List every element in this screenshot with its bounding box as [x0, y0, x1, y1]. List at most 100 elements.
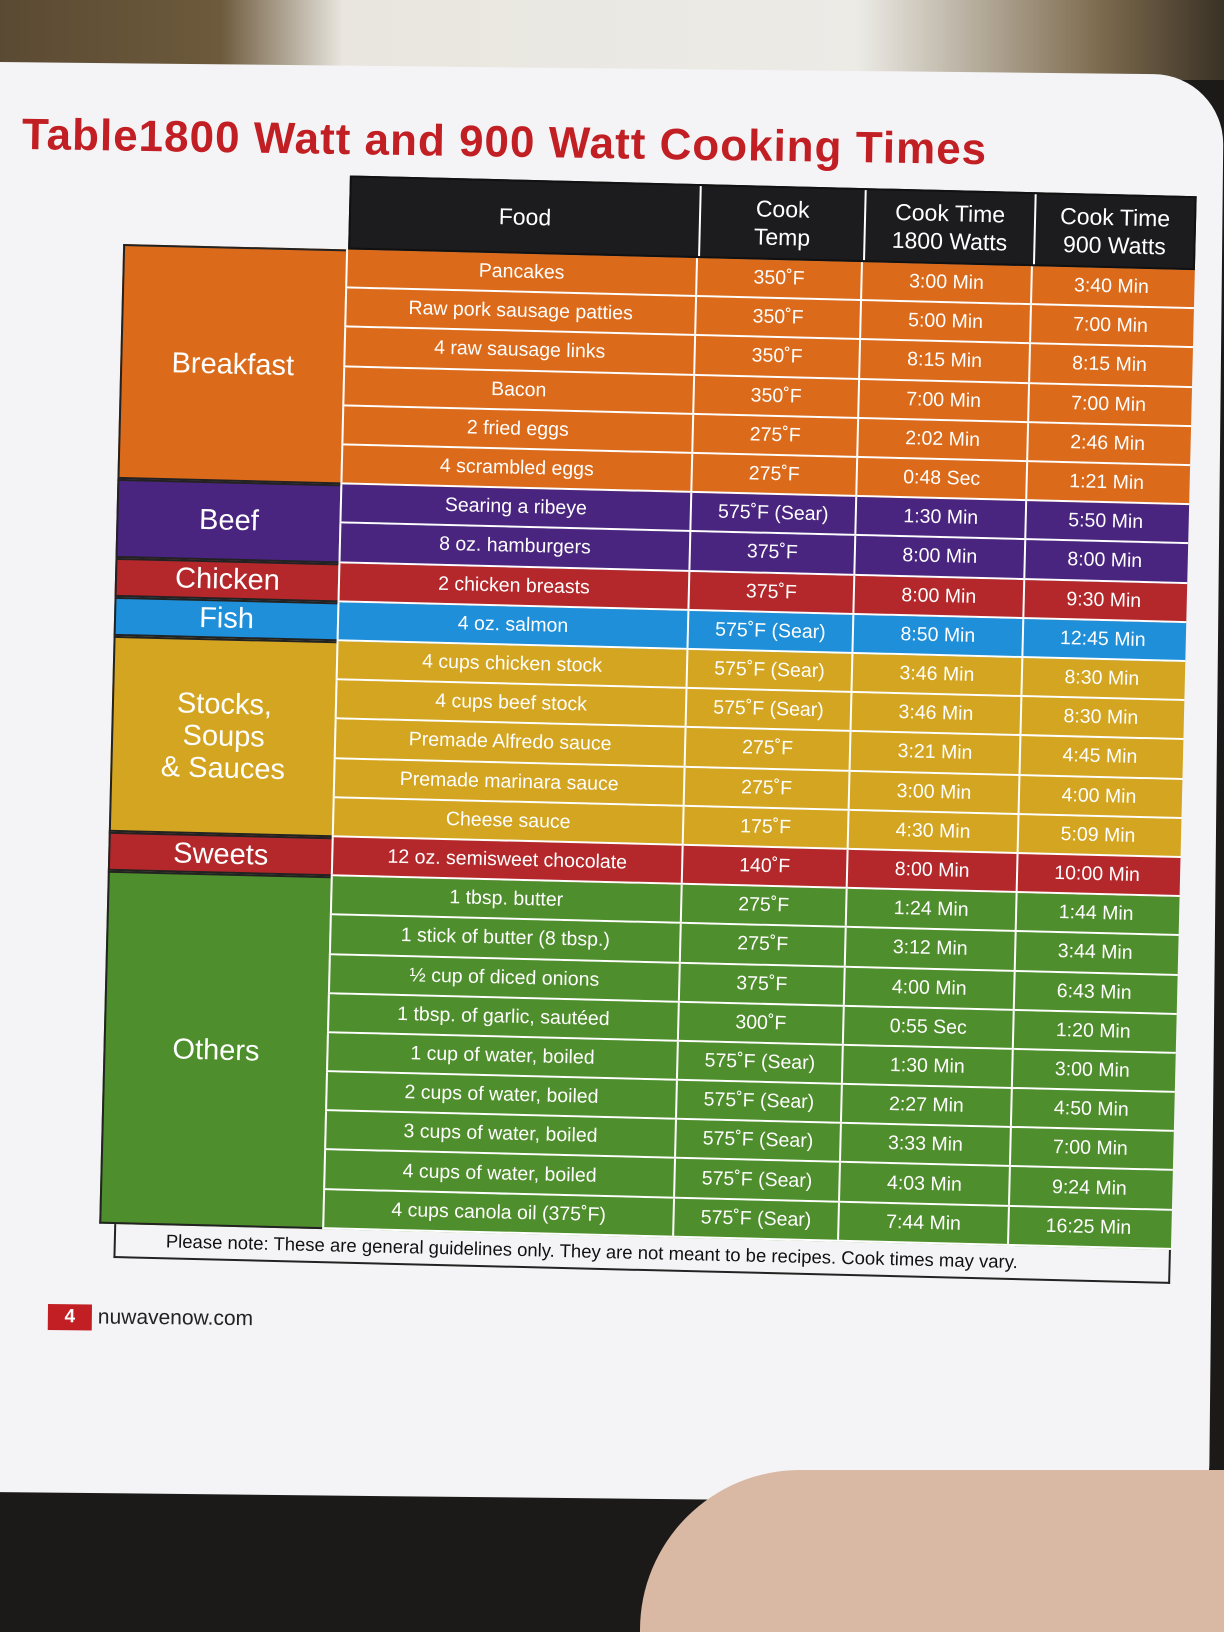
food-cell: Cheese sauce [331, 797, 683, 844]
food-cell: 4 cups canola oil (375˚F) [322, 1189, 674, 1236]
cook-temp-cell: 275˚F [678, 924, 845, 966]
category-label: Stocks, Soups & Sauces [108, 635, 337, 838]
cook-time-900-cell: 4:50 Min [1009, 1088, 1171, 1131]
cook-time-1800-cell: 3:46 Min [849, 693, 1021, 735]
table-body: Breakfast Pancakes 350˚F 3:00 Min 3:40 Min Ra… [99, 243, 1195, 1250]
cook-time-1800-cell: 2:02 Min [856, 418, 1028, 461]
cook-temp-cell: 275˚F [682, 767, 849, 809]
category-label: Beef [115, 479, 341, 563]
cook-time-900-cell: 7:00 Min [1027, 383, 1189, 425]
cook-time-1800-cell: 3:46 Min [850, 653, 1022, 696]
cook-temp-cell: 375˚F [687, 571, 854, 613]
cook-time-1800-cell: 3:33 Min [838, 1124, 1010, 1166]
cook-temp-cell: 575˚F (Sear) [675, 1041, 842, 1083]
cook-temp-cell: 300˚F [676, 1002, 843, 1044]
food-cell: 2 cups of water, boiled [325, 1072, 676, 1118]
cook-time-1800-cell: 3:00 Min [847, 771, 1019, 813]
food-cell: 1 cup of water, boiled [326, 1033, 677, 1079]
cook-time-1800-cell: 3:21 Min [848, 732, 1020, 774]
page-footer: 4 nuwavenow.com [47, 1304, 254, 1332]
cook-time-900-cell: 8:00 Min [1023, 540, 1185, 582]
cook-time-900-cell: 8:30 Min [1020, 657, 1182, 700]
food-cell: Premade marinara sauce [332, 758, 684, 805]
cook-time-900-cell: 8:15 Min [1028, 344, 1189, 386]
cook-temp-cell: 375˚F [677, 963, 844, 1005]
food-cell: 1 tbsp. of garlic, sautéed [327, 993, 678, 1040]
cook-time-900-cell: 6:43 Min [1012, 971, 1174, 1013]
cook-time-1800-cell: 3:12 Min [843, 928, 1015, 970]
cook-temp-cell: 575˚F (Sear) [674, 1119, 840, 1162]
cook-time-1800-cell: 7:00 Min [857, 379, 1029, 421]
food-cell: 2 fried eggs [341, 406, 693, 452]
cook-time-900-cell: 9:30 Min [1022, 579, 1184, 621]
food-cell: 4 cups beef stock [334, 680, 686, 727]
category-rows: Pancakes 350˚F 3:00 Min 3:40 Min Raw pork sa… [340, 249, 1195, 506]
cook-time-1800-cell: 5:00 Min [859, 301, 1030, 343]
food-cell: 1 stick of butter (8 tbsp.) [328, 915, 680, 962]
cook-time-1800-cell: 0:55 Sec [841, 1006, 1013, 1048]
cook-time-900-cell: 7:00 Min [1008, 1128, 1170, 1170]
food-cell: Bacon [342, 366, 694, 413]
category-rows: 1 tbsp. butter 275˚F 1:24 Min 1:44 Min 1 sti… [322, 876, 1180, 1250]
cook-temp-cell: 175˚F [681, 806, 848, 848]
category-label: Fish [113, 596, 338, 642]
cook-time-1800-cell: 8:15 Min [858, 340, 1030, 382]
category-group: Stocks, Soups & Sauces 4 cups chicken sto… [108, 635, 1186, 858]
cook-time-900-cell: 10:00 Min [1015, 853, 1177, 896]
category-rows: 4 cups chicken stock 575˚F (Sear) 3:46 Min… [331, 641, 1186, 858]
cook-temp-cell: 350˚F [692, 375, 859, 417]
cook-temp-cell: 575˚F (Sear) [685, 649, 852, 692]
category-group: Others 1 tbsp. butter 275˚F 1:24 Min 1:44 Mi… [99, 870, 1180, 1250]
cook-time-900-cell: 3:00 Min [1010, 1049, 1172, 1091]
food-cell: 2 chicken breasts [337, 562, 689, 609]
food-cell: Premade Alfredo sauce [333, 719, 685, 766]
category-label: Breakfast [117, 243, 347, 485]
cook-time-900-cell: 16:25 Min [1007, 1206, 1168, 1248]
cook-temp-cell: 275˚F [679, 884, 846, 927]
cook-time-900-cell: 5:09 Min [1016, 814, 1178, 856]
cook-time-900-cell: 3:40 Min [1030, 266, 1191, 308]
cook-temp-cell: 350˚F [693, 336, 860, 378]
cook-time-900-cell: 2:46 Min [1026, 422, 1188, 464]
food-cell: Searing a ribeye [339, 484, 691, 531]
cook-temp-cell: 350˚F [695, 257, 861, 300]
cook-temp-cell: 575˚F (Sear) [689, 493, 856, 535]
cook-temp-cell: 575˚F (Sear) [672, 1198, 838, 1240]
cook-time-900-cell: 9:24 Min [1007, 1167, 1169, 1209]
food-cell: 4 oz. salmon [336, 602, 688, 648]
cook-temp-cell: 575˚F (Sear) [675, 1080, 841, 1123]
cook-time-1800-cell: 8:50 Min [851, 614, 1023, 656]
food-cell: ½ cup of diced onions [327, 954, 679, 1001]
cook-time-1800-cell: 1:30 Min [854, 497, 1026, 539]
food-cell: 4 cups of water, boiled [323, 1150, 674, 1197]
category-group: Breakfast Pancakes 350˚F 3:00 Min 3:40 Min Ra… [117, 243, 1195, 506]
cook-time-900-cell: 1:21 Min [1025, 462, 1187, 504]
cook-time-1800-cell: 0:48 Sec [855, 457, 1027, 500]
cook-time-1800-cell: 7:44 Min [837, 1202, 1008, 1244]
cook-time-1800-cell: 3:00 Min [860, 262, 1031, 304]
header-food: Food [498, 203, 552, 231]
cook-time-1800-cell: 8:00 Min [853, 536, 1025, 578]
cook-temp-cell: 375˚F [688, 532, 855, 574]
category-label: Sweets [107, 831, 332, 877]
cook-time-900-cell: 8:30 Min [1019, 697, 1181, 739]
cook-time-1800-cell: 8:00 Min [852, 575, 1024, 617]
cook-time-900-cell: 5:50 Min [1024, 501, 1186, 543]
cook-time-1800-cell: 1:30 Min [840, 1045, 1012, 1087]
cook-temp-cell: 140˚F [680, 845, 847, 887]
cook-temp-cell: 275˚F [691, 414, 858, 456]
cooking-times-table: Food Cook Temp Cook Time 1800 Watts Cook… [98, 170, 1197, 1284]
cook-time-1800-cell: 4:03 Min [838, 1163, 1009, 1205]
category-label: Chicken [114, 557, 339, 603]
cook-time-900-cell: 4:45 Min [1018, 736, 1180, 778]
cook-time-900-cell: 1:44 Min [1014, 893, 1176, 935]
food-cell: 4 scrambled eggs [340, 445, 692, 492]
food-cell: 12 oz. semisweet chocolate [330, 837, 682, 883]
cook-time-900-cell: 3:44 Min [1013, 932, 1175, 974]
cook-time-1800-cell: 2:27 Min [839, 1084, 1011, 1127]
food-cell: 4 cups chicken stock [335, 641, 687, 687]
cook-time-900-cell: 4:00 Min [1017, 775, 1179, 817]
food-cell: 4 raw sausage links [343, 327, 695, 374]
header-cook-time-1800: Cook Time 1800 Watts [863, 190, 1035, 265]
food-cell: 3 cups of water, boiled [324, 1111, 675, 1158]
